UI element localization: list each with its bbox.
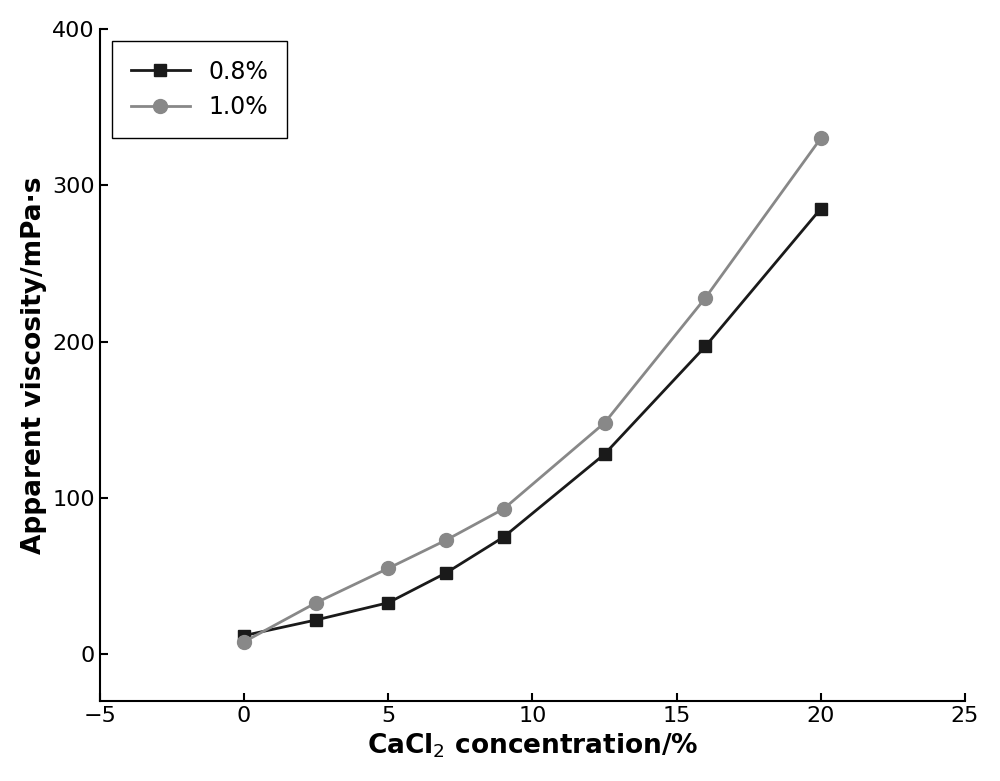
1.0% (699, 293, 711, 302)
0.8% (699, 341, 711, 351)
0.8% (440, 569, 452, 578)
0.8% (382, 598, 394, 608)
1.0% (382, 564, 394, 573)
0.8% (238, 631, 250, 640)
0.8% (599, 450, 611, 459)
1.0% (310, 598, 322, 608)
1.0% (238, 637, 250, 647)
1.0% (599, 418, 611, 427)
Y-axis label: Apparent viscosity/mPa·s: Apparent viscosity/mPa·s (21, 177, 47, 554)
Legend: 0.8%, 1.0%: 0.8%, 1.0% (112, 41, 287, 138)
0.8% (310, 615, 322, 625)
X-axis label: CaCl$_2$ concentration/%: CaCl$_2$ concentration/% (367, 732, 698, 760)
0.8% (815, 204, 827, 213)
1.0% (498, 505, 510, 514)
1.0% (815, 134, 827, 143)
0.8% (498, 533, 510, 542)
1.0% (440, 536, 452, 545)
Line: 0.8%: 0.8% (238, 202, 827, 642)
Line: 1.0%: 1.0% (237, 131, 828, 649)
